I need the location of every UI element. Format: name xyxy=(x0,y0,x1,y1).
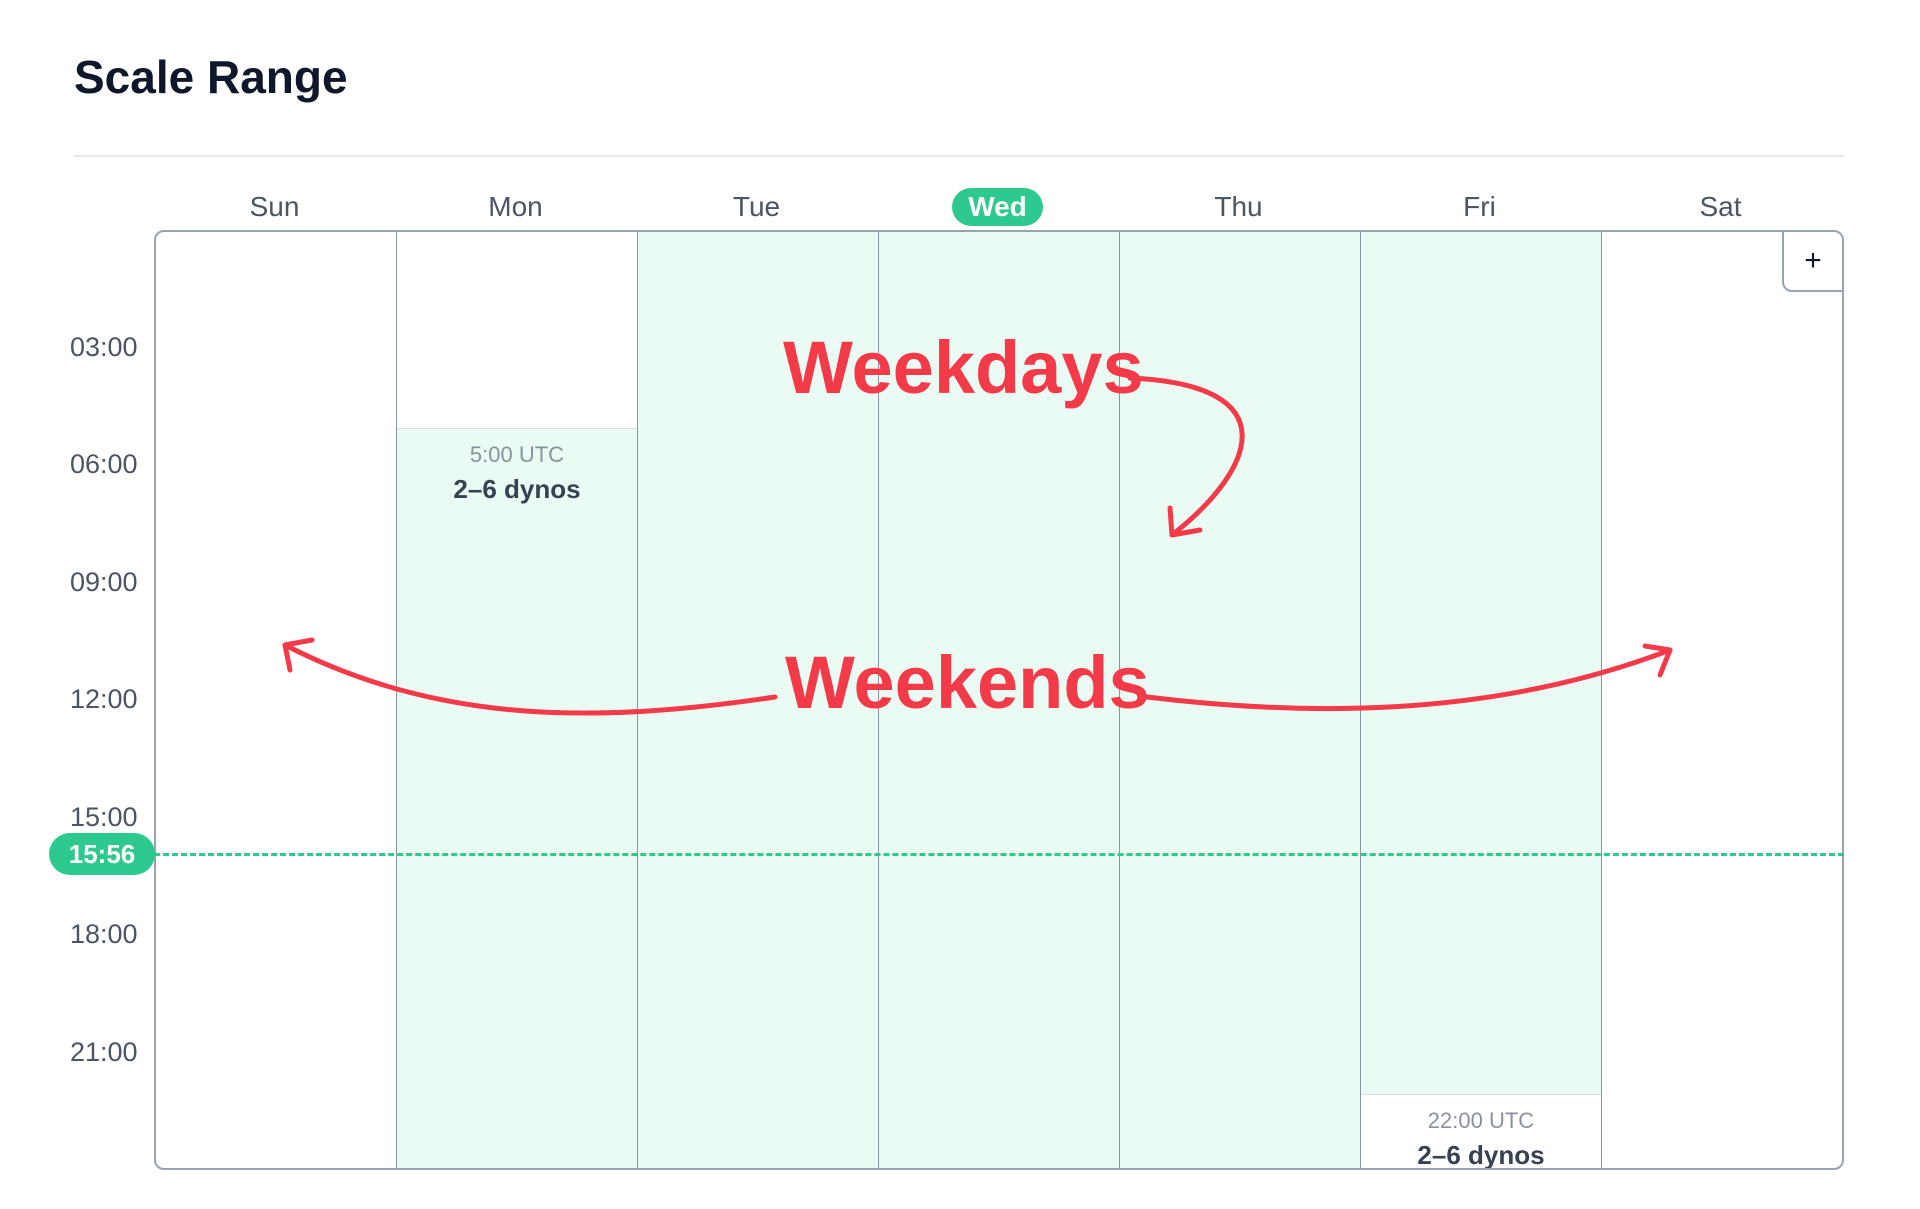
time-label: 21:00 xyxy=(70,1036,138,1067)
weekends-left-arrowhead xyxy=(282,637,315,673)
day-header-sun: Sun xyxy=(154,186,395,228)
day-label: Sun xyxy=(249,191,300,222)
day-header-sat: Sat xyxy=(1600,186,1841,228)
weekdays-annotation: Weekdays xyxy=(783,326,1144,409)
time-label: 06:00 xyxy=(70,449,138,479)
weekdays-arrowhead xyxy=(1167,505,1203,538)
day-column-wed[interactable] xyxy=(879,232,1120,1168)
block-start-time: 5:00 UTC xyxy=(469,441,565,467)
weekends-annotation: Weekends xyxy=(785,641,1150,724)
current-time-line xyxy=(154,853,1844,857)
day-label: Sat xyxy=(1699,191,1742,222)
time-label: 09:00 xyxy=(70,566,138,597)
day-header-wed: Wed xyxy=(877,186,1118,228)
day-column-sun[interactable] xyxy=(156,232,397,1168)
day-header-thu: Thu xyxy=(1118,186,1359,228)
block-label: 5:00 UTC 2–6 dynos xyxy=(397,442,637,505)
day-column-mon[interactable]: 5:00 UTC 2–6 dynos xyxy=(397,232,638,1168)
time-label: 15:00 xyxy=(70,801,138,832)
weekends-right-arrowhead xyxy=(1642,643,1673,678)
title-divider xyxy=(74,155,1844,157)
weekends-right-arrow xyxy=(1144,647,1673,712)
scale-block[interactable]: 22:00 UTC 2–6 dynos xyxy=(1361,1093,1601,1170)
today-day-label: Wed xyxy=(952,188,1043,226)
current-time-badge: 15:56 xyxy=(49,833,155,876)
time-label: 03:00 xyxy=(70,331,138,362)
scale-block[interactable] xyxy=(1361,232,1601,1094)
day-header-mon: Mon xyxy=(395,186,636,228)
day-column-fri[interactable]: 22:00 UTC 2–6 dynos xyxy=(1361,232,1602,1168)
day-label: Tue xyxy=(732,191,781,222)
time-label: 18:00 xyxy=(70,919,138,949)
day-label: Mon xyxy=(488,191,543,222)
add-schedule-button[interactable]: + xyxy=(1782,232,1842,292)
block-dynos: 2–6 dynos xyxy=(453,473,581,504)
week-grid[interactable]: 5:00 UTC 2–6 dynos 22:00 UTC 2–6 dynos + xyxy=(154,230,1844,1170)
scale-block[interactable] xyxy=(879,232,1119,1168)
day-label: Thu xyxy=(1214,191,1263,222)
weekdays-arrow xyxy=(1127,375,1245,538)
scale-block[interactable]: 5:00 UTC 2–6 dynos xyxy=(397,427,637,1168)
page-title: Scale Range xyxy=(74,51,348,103)
block-start-line xyxy=(1361,1093,1601,1096)
day-header-tue: Tue xyxy=(636,186,877,228)
day-label: Fri xyxy=(1463,191,1496,222)
block-start-line xyxy=(397,427,637,430)
block-dynos: 2–6 dynos xyxy=(1417,1139,1545,1170)
time-label: 12:00 xyxy=(70,684,138,714)
block-label: 22:00 UTC 2–6 dynos xyxy=(1361,1107,1601,1170)
day-header-fri: Fri xyxy=(1359,186,1600,228)
weekends-left-arrow xyxy=(282,642,778,716)
block-start-time: 22:00 UTC xyxy=(1427,1107,1535,1133)
